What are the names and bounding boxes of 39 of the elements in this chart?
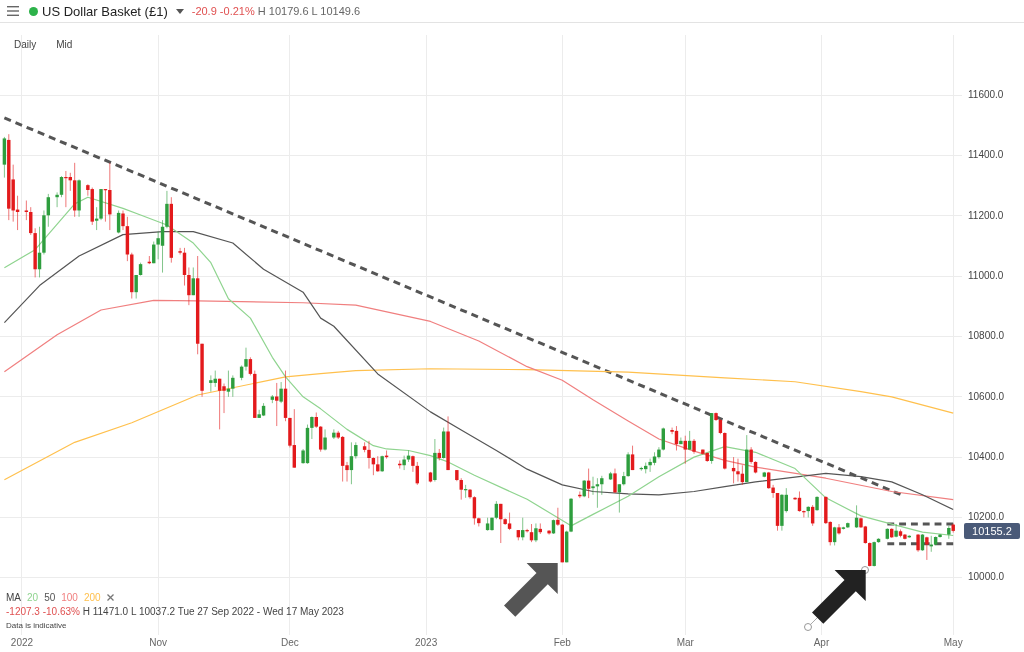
candlestick [894,523,898,538]
candlestick [802,509,806,518]
x-tick-label: Dec [281,636,299,648]
candlestick [938,533,942,539]
y-tick-label: 10000.0 [968,571,1005,583]
y-tick-label: 10400.0 [968,450,1005,462]
text: 200 [83,592,101,603]
text: -1207.3 -10.63% H 11471.0 L 10037.2 Tue 27 Sep 2022 - Wed 17 May 2023 [6,606,344,617]
y-tick-label: 10800.0 [968,330,1005,342]
y-tick-label: 11400.0 [968,149,1004,161]
y-tick-label: 11200.0 [968,209,1004,221]
candlestick [657,446,661,460]
annotation: Daily [14,39,37,50]
y-tick-label: 10600.0 [968,390,1005,402]
text: 100 [61,592,78,603]
x-tick-label: Apr [813,636,830,648]
text: 10155.2 [964,522,1020,539]
y-tick-label: 10200.0 [968,511,1005,523]
text: 20 [27,592,39,603]
candlestick [771,484,775,499]
candlestick [55,191,59,208]
candlestick [402,455,406,471]
x-tick-label: 2023 [414,636,438,648]
legend-title: MA [6,592,21,603]
candlestick [837,523,841,536]
x-tick-label: 2022 [10,636,34,648]
x-tick-label: Mar [676,636,695,648]
y-tick-label: 11000.0 [968,269,1004,281]
text: 50 [44,592,56,603]
candlestick [178,247,182,255]
annotation: Data is indicative [6,621,67,630]
x-tick-label: Nov [149,636,168,648]
chart-subtitle: -20.9 -0.21% H 10179.6 L 10149.6 [191,5,361,17]
y-tick-label: 11600.0 [968,89,1004,101]
candlestick [648,458,652,473]
x-tick-label: May [943,636,963,648]
x-tick-label: Feb [553,636,572,648]
annotation: Mid [56,39,73,50]
chart-title: US Dollar Basket (£1) [42,3,168,19]
